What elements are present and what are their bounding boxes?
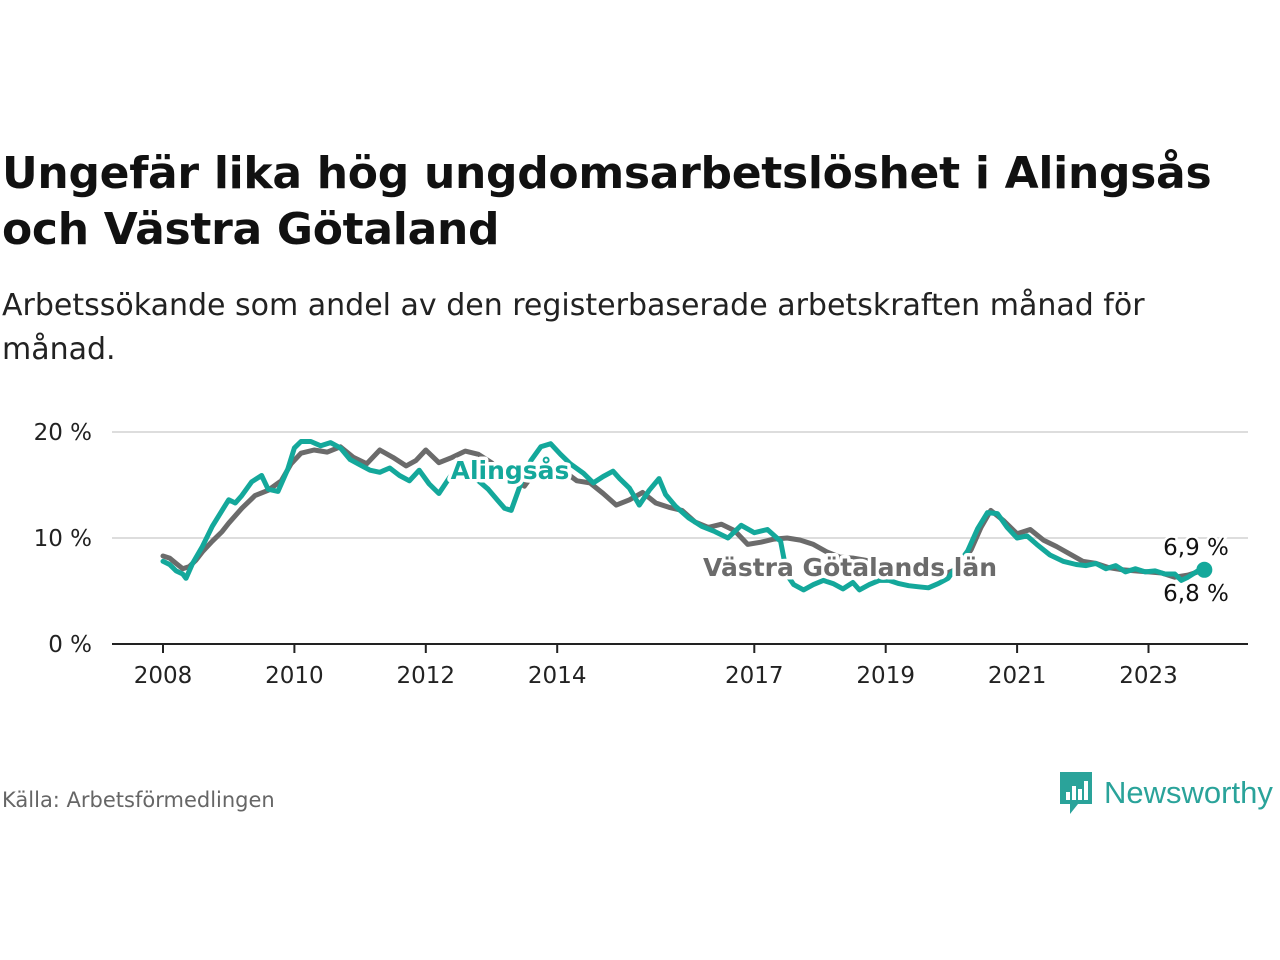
series-line-alingsas <box>160 439 1207 593</box>
source-note: Källa: Arbetsförmedlingen <box>2 788 275 812</box>
series <box>160 439 1213 593</box>
end-label-alingsas: 6,9 % <box>1163 535 1229 561</box>
labels: Alingsås Västra Götalands län 6,9 % 6,8 % <box>447 453 1231 610</box>
axes: 0 % 10 % 20 % 2008 2010 2012 2014 2017 2019 2021 2… <box>34 420 1248 689</box>
chart-title: Ungefär lika hög ungdomsarbetslöshet i A… <box>2 148 1212 255</box>
x-tick-label: 2012 <box>397 663 456 689</box>
x-tick-label: 2008 <box>134 663 193 689</box>
x-tick-label: 2010 <box>265 663 324 689</box>
brand-logo[interactable]: Newsworthy <box>1058 770 1273 816</box>
gridlines <box>112 431 1248 539</box>
series-line-vg <box>160 444 1204 580</box>
x-tick-label: 2017 <box>725 663 784 689</box>
y-tick-label: 20 % <box>34 420 92 446</box>
series-label-alingsas: Alingsås <box>451 456 570 485</box>
end-label-vg: 6,8 % <box>1163 581 1229 607</box>
y-tick-label: 0 % <box>48 632 92 658</box>
newsworthy-logo-icon <box>1060 772 1092 814</box>
x-tick-label: 2014 <box>528 663 587 689</box>
x-tick-label: 2021 <box>988 663 1047 689</box>
series-label-vg: Västra Götalands län <box>703 553 997 582</box>
y-tick-label: 10 % <box>34 526 92 552</box>
x-tick-label: 2019 <box>856 663 915 689</box>
end-point-marker <box>1196 561 1213 578</box>
x-tick-label: 2023 <box>1119 663 1178 689</box>
line-chart: 0 % 10 % 20 % 2008 2010 2012 2014 2017 2019 2021 2… <box>34 420 1248 689</box>
brand-name: Newsworthy <box>1104 775 1273 810</box>
chart-subtitle: Arbetssökande som andel av den registerb… <box>2 288 1145 367</box>
